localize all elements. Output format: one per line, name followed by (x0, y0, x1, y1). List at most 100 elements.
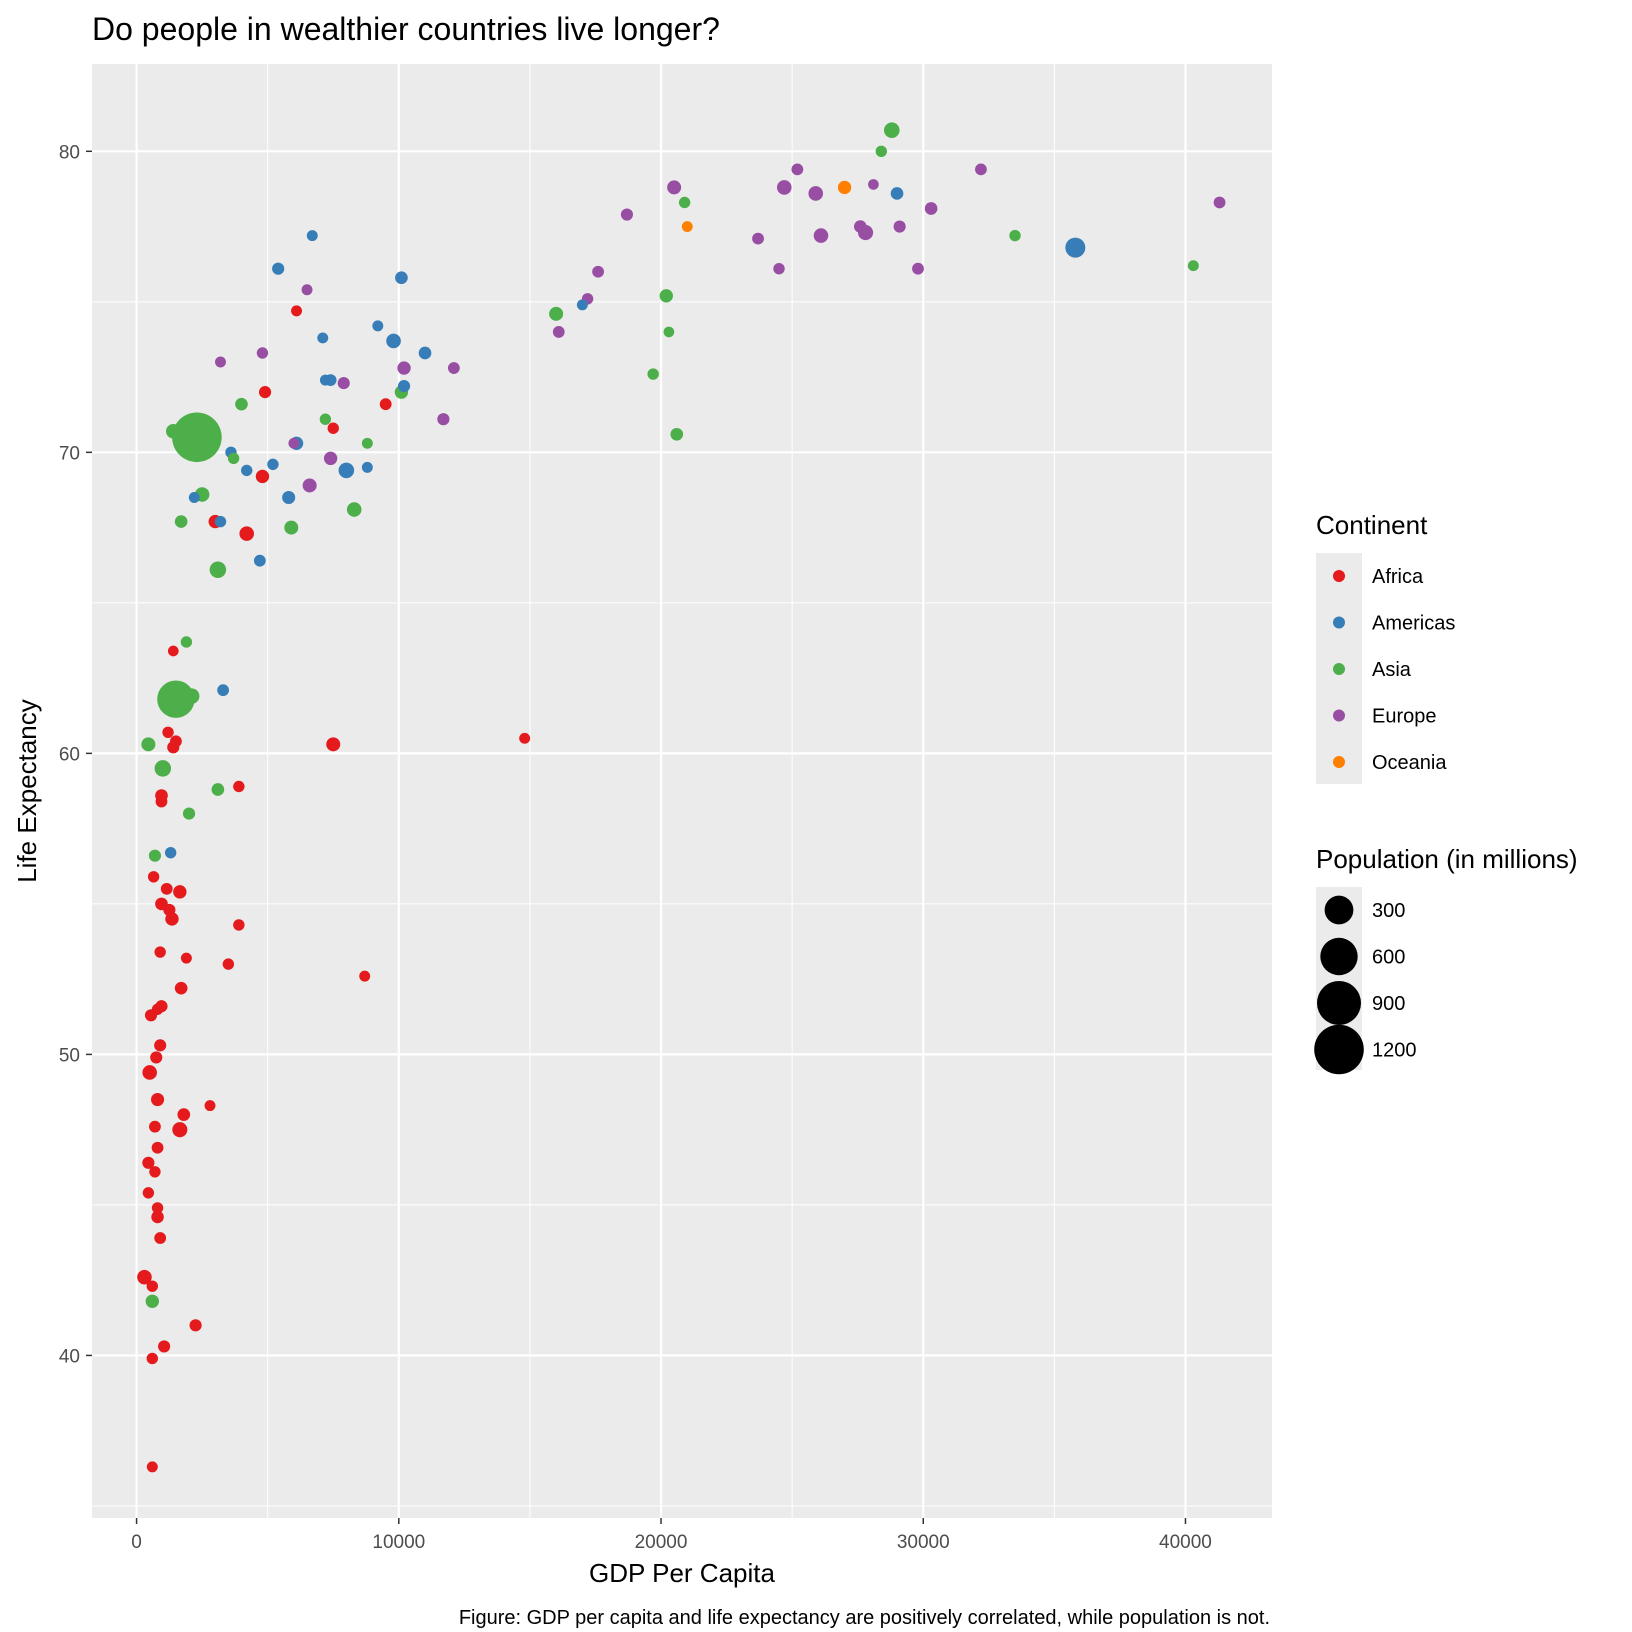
data-point-asia (209, 561, 227, 578)
data-point-africa (258, 386, 272, 399)
data-point-asia (154, 760, 172, 777)
data-point-americas (395, 271, 408, 285)
figure-caption: Figure: GDP per capita and life expectan… (459, 1607, 1270, 1629)
data-point-asia (875, 145, 887, 157)
data-point-africa (180, 952, 192, 964)
x-axis: 0 10000 20000 30000 40000 (131, 1518, 1212, 1553)
data-point-americas (267, 458, 279, 471)
data-point-americas (372, 320, 384, 332)
data-point-asia (319, 413, 332, 425)
data-point-africa (233, 919, 245, 931)
data-point-asia (346, 502, 362, 517)
legend-key-africa (1333, 570, 1345, 582)
data-point-africa (327, 422, 339, 434)
data-point-africa (170, 735, 182, 748)
data-point-americas (164, 847, 177, 859)
data-point-asia (670, 427, 684, 441)
data-point-asia (174, 515, 188, 528)
data-point-europe (288, 437, 300, 449)
legend-label-asia: Asia (1372, 659, 1412, 681)
data-point-europe (667, 180, 682, 195)
size-legend-label: 300 (1372, 900, 1405, 922)
chart-title: Do people in wealthier countries live lo… (92, 11, 720, 47)
size-legend-label: 900 (1372, 993, 1405, 1015)
data-point-asia (182, 807, 196, 820)
data-point-americas (253, 554, 266, 567)
grid-major (92, 64, 1272, 1518)
data-point-oceania (837, 180, 852, 195)
data-point-africa (151, 1003, 164, 1015)
data-point-asia (361, 437, 373, 449)
x-tick-label: 10000 (372, 1532, 425, 1553)
data-point-asia (145, 1294, 159, 1308)
data-point-americas (397, 380, 411, 393)
y-axis-title: Life Expectancy (12, 699, 42, 883)
data-point-asia (183, 688, 200, 704)
data-point-asia (1009, 229, 1021, 242)
data-points (137, 122, 1226, 1473)
data-point-americas (338, 462, 355, 479)
data-point-africa (151, 1210, 164, 1224)
data-point-americas (188, 492, 200, 503)
data-point-asia (180, 636, 193, 648)
data-point-africa (174, 981, 188, 995)
data-point-americas (317, 332, 329, 344)
data-point-asia (211, 783, 225, 796)
y-tick-label: 60 (59, 744, 80, 765)
legend-label-africa: Africa (1372, 566, 1424, 588)
data-point-europe (620, 208, 634, 221)
data-point-europe (853, 220, 867, 233)
data-point-africa (146, 1280, 159, 1292)
legend-label-americas: Americas (1372, 613, 1455, 635)
data-point-asia (659, 289, 673, 303)
data-point-africa (173, 885, 187, 899)
data-point-europe (808, 186, 824, 201)
legend-key-americas (1333, 616, 1345, 629)
data-point-europe (337, 377, 350, 390)
data-point-africa (150, 1051, 163, 1064)
data-point-africa (149, 1120, 161, 1133)
data-point-europe (776, 180, 792, 195)
legend-key-asia (1333, 663, 1345, 675)
data-point-americas (214, 515, 227, 528)
data-point-africa (146, 1461, 158, 1473)
data-point-africa (233, 780, 245, 793)
population-legend: Population (in millions) 300 600 900 1200 (1314, 844, 1578, 1075)
data-point-europe (592, 265, 604, 278)
data-point-africa (142, 1187, 155, 1199)
data-point-africa (146, 1352, 159, 1365)
data-point-europe (301, 284, 313, 296)
data-point-africa (239, 526, 254, 541)
data-point-americas (386, 333, 401, 349)
data-point-europe (323, 451, 338, 466)
data-point-asia (883, 122, 900, 139)
data-point-americas (217, 684, 230, 697)
size-legend-label: 1200 (1372, 1040, 1417, 1062)
data-point-asia (157, 680, 195, 718)
data-point-asia (284, 520, 299, 535)
data-point-africa (155, 795, 168, 808)
continent-legend-title: Continent (1316, 510, 1428, 540)
data-point-africa (204, 1100, 216, 1112)
y-tick-label: 50 (59, 1045, 80, 1066)
data-point-americas (272, 262, 285, 275)
data-point-africa (154, 1039, 167, 1052)
data-point-asia (166, 423, 181, 439)
data-point-americas (418, 346, 432, 360)
data-point-europe (975, 163, 987, 176)
x-tick-label: 40000 (1159, 1532, 1212, 1553)
legend-label-europe: Europe (1372, 706, 1437, 728)
data-point-africa (158, 1340, 171, 1353)
data-point-americas (282, 490, 296, 505)
data-point-africa (162, 726, 174, 738)
data-point-europe (813, 228, 829, 243)
size-legend-label: 600 (1372, 947, 1405, 969)
data-point-americas (576, 299, 588, 311)
data-point-africa (151, 1202, 164, 1214)
legend-label-oceania: Oceania (1372, 752, 1447, 774)
data-point-europe (893, 220, 906, 233)
data-point-africa (151, 1141, 164, 1154)
data-point-oceania (681, 221, 693, 233)
legend-key-europe (1333, 709, 1345, 722)
data-point-africa (222, 958, 235, 970)
